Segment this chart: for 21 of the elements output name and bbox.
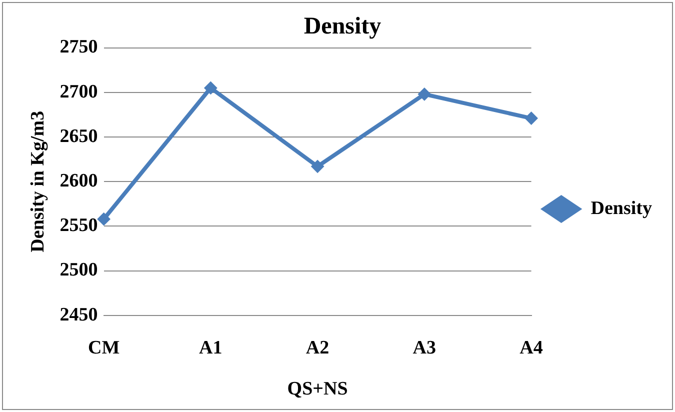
y-tick-label: 2450 <box>60 304 98 326</box>
y-tick-label: 2500 <box>60 260 98 281</box>
x-axis-title: QS+NS <box>287 378 348 400</box>
x-tick-label: A2 <box>306 338 330 359</box>
y-tick-label: 2750 <box>60 36 98 58</box>
point <box>204 81 218 94</box>
point <box>524 112 538 125</box>
y-axis-title: Density in Kg/m3 <box>27 110 48 252</box>
point <box>311 160 324 173</box>
y-tick-label: 2600 <box>60 170 98 192</box>
x-tick-label: A1 <box>199 338 222 359</box>
legend-label: Density <box>590 198 652 219</box>
y-tick-label: 2700 <box>60 81 98 102</box>
y-tick-label: 2650 <box>60 126 98 147</box>
x-tick-label: A3 <box>412 338 436 359</box>
y-tick-label: 2550 <box>60 215 98 236</box>
x-tick-label: A4 <box>520 338 544 359</box>
chart-title: Density <box>304 14 382 40</box>
point <box>97 212 110 226</box>
point <box>418 88 431 101</box>
x-tick-label: CM <box>88 338 120 359</box>
